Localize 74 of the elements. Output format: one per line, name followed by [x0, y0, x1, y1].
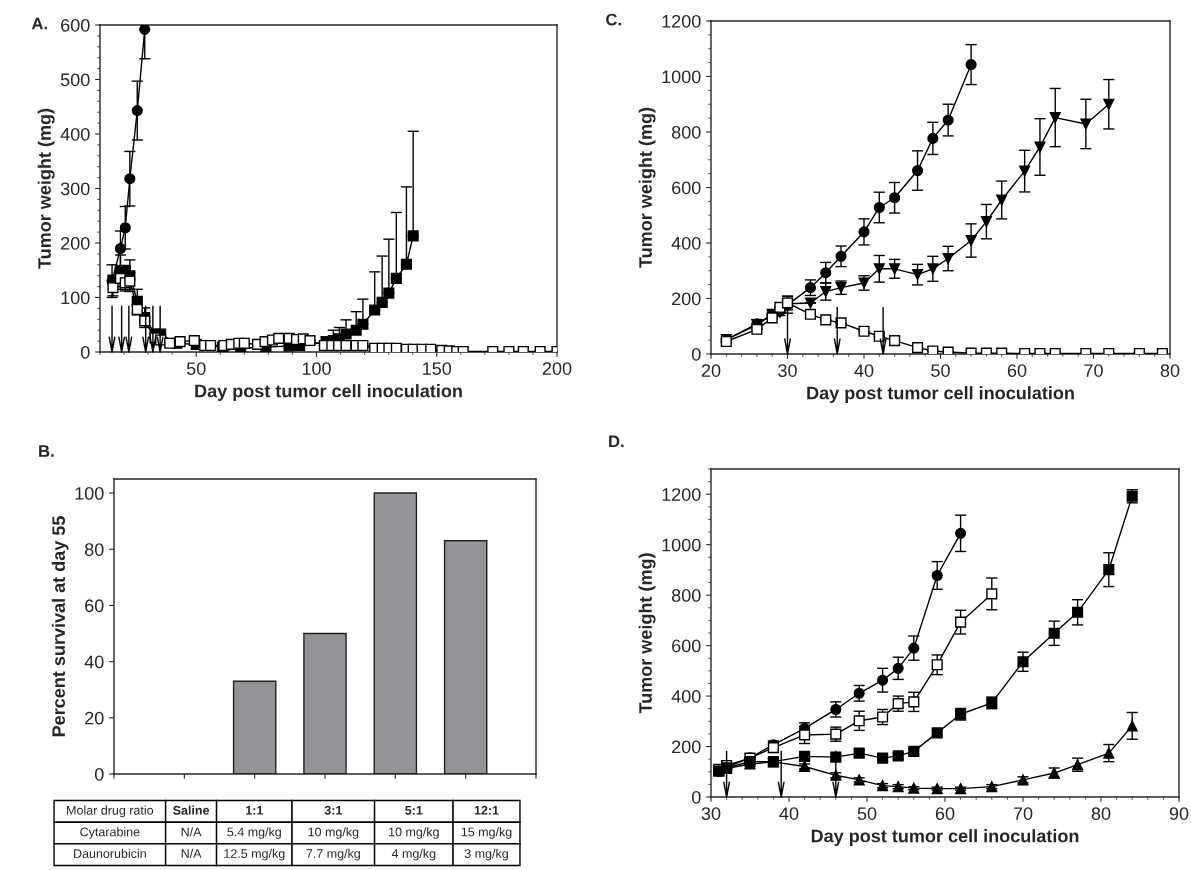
- y-tick-label: 400: [671, 236, 701, 250]
- text: N/A: [181, 848, 202, 858]
- y-tick-label: 20: [85, 711, 104, 725]
- y-tick-label: 600: [61, 18, 90, 32]
- category-label: 12:1: [474, 805, 499, 815]
- text: 7.7 mg/kg: [306, 848, 360, 861]
- y-tick-label: 500: [60, 73, 90, 87]
- x-tick-label: 90: [1169, 807, 1189, 820]
- y-tick-label: 800: [671, 589, 701, 602]
- y-tick-label: 0: [691, 790, 701, 804]
- y-tick-label: 600: [672, 181, 701, 195]
- text: N/A: [181, 827, 202, 837]
- x-tick-label: 60: [935, 807, 955, 820]
- chart-title: B.: [39, 445, 54, 457]
- x-axis-title: Day post tumor cell inoculation: [807, 386, 1074, 403]
- y-tick-label: 100: [61, 291, 90, 305]
- x-tick-label: 30: [701, 807, 721, 820]
- y-tick-label: 100: [75, 486, 104, 500]
- y-tick-label: 200: [672, 292, 701, 306]
- text: 15 mg/kg: [461, 827, 512, 839]
- y-tick-label: 1000: [662, 538, 701, 552]
- y-tick-label: 1000: [662, 70, 701, 84]
- x-tick-label: 80: [1091, 807, 1111, 820]
- category-label: 5:1: [405, 806, 423, 815]
- y-axis-title: Tumor weight (mg): [37, 108, 55, 269]
- text: Molar drug ratio: [67, 805, 154, 818]
- y-tick-label: 800: [671, 125, 701, 139]
- y-tick-label: 600: [672, 639, 701, 653]
- y-tick-label: 200: [61, 236, 90, 250]
- chart-title: A.: [31, 17, 47, 30]
- y-tick-label: 0: [80, 345, 90, 359]
- y-tick-label: 40: [84, 655, 104, 669]
- y-tick-label: 0: [691, 347, 701, 361]
- y-tick-label: 60: [85, 599, 104, 613]
- x-tick-label: 50: [857, 807, 877, 820]
- text: 10 mg/kg: [389, 827, 439, 839]
- text: 4 mg/kg: [391, 848, 436, 861]
- y-tick-label: 0: [94, 767, 104, 781]
- y-tick-label: 1200: [662, 488, 701, 501]
- x-tick-label: 40: [854, 364, 874, 377]
- y-tick-label: 1200: [662, 14, 701, 28]
- text: 5.4 mg/kg: [227, 827, 281, 839]
- text: 10 mg/kg: [308, 827, 359, 839]
- y-tick-label: 300: [60, 182, 90, 196]
- text: Cytarabine: [80, 827, 140, 839]
- y-tick-label: 400: [60, 127, 90, 141]
- y-axis-title: Percent survival at day 55: [51, 516, 69, 737]
- x-tick-label: 70: [1084, 364, 1103, 377]
- y-axis-title: Tumor weight (mg): [638, 553, 656, 714]
- y-tick-label: 200: [672, 740, 701, 754]
- x-axis-title: Day post tumor cell inoculation: [195, 384, 462, 401]
- y-axis-title: Tumor weight (mg): [638, 107, 656, 268]
- x-tick-label: 50: [931, 364, 950, 377]
- x-tick-label: 20: [701, 364, 721, 377]
- x-tick-label: 100: [302, 362, 331, 375]
- x-axis-title: Day post tumor cell inoculation: [811, 829, 1079, 846]
- x-tick-label: 30: [778, 364, 797, 377]
- chart-title: C.: [606, 13, 621, 26]
- text: Daunorubicin: [74, 848, 146, 858]
- x-tick-label: 70: [1013, 807, 1033, 820]
- x-tick-label: 50: [186, 362, 206, 375]
- text: 12.5 mg/kg: [224, 848, 285, 861]
- category-label: 1:1: [246, 806, 263, 815]
- x-tick-label: 150: [423, 362, 452, 375]
- category-label: 3:1: [324, 805, 342, 815]
- category-label: Saline: [173, 805, 210, 815]
- y-tick-label: 80: [84, 543, 104, 556]
- x-tick-label: 80: [1160, 364, 1180, 377]
- x-tick-label: 60: [1007, 364, 1027, 377]
- text: 3 mg/kg: [464, 848, 508, 861]
- x-tick-label: 40: [779, 807, 799, 820]
- y-tick-label: 400: [671, 690, 701, 703]
- chart-title: D.: [609, 435, 624, 448]
- x-tick-label: 200: [542, 362, 572, 375]
